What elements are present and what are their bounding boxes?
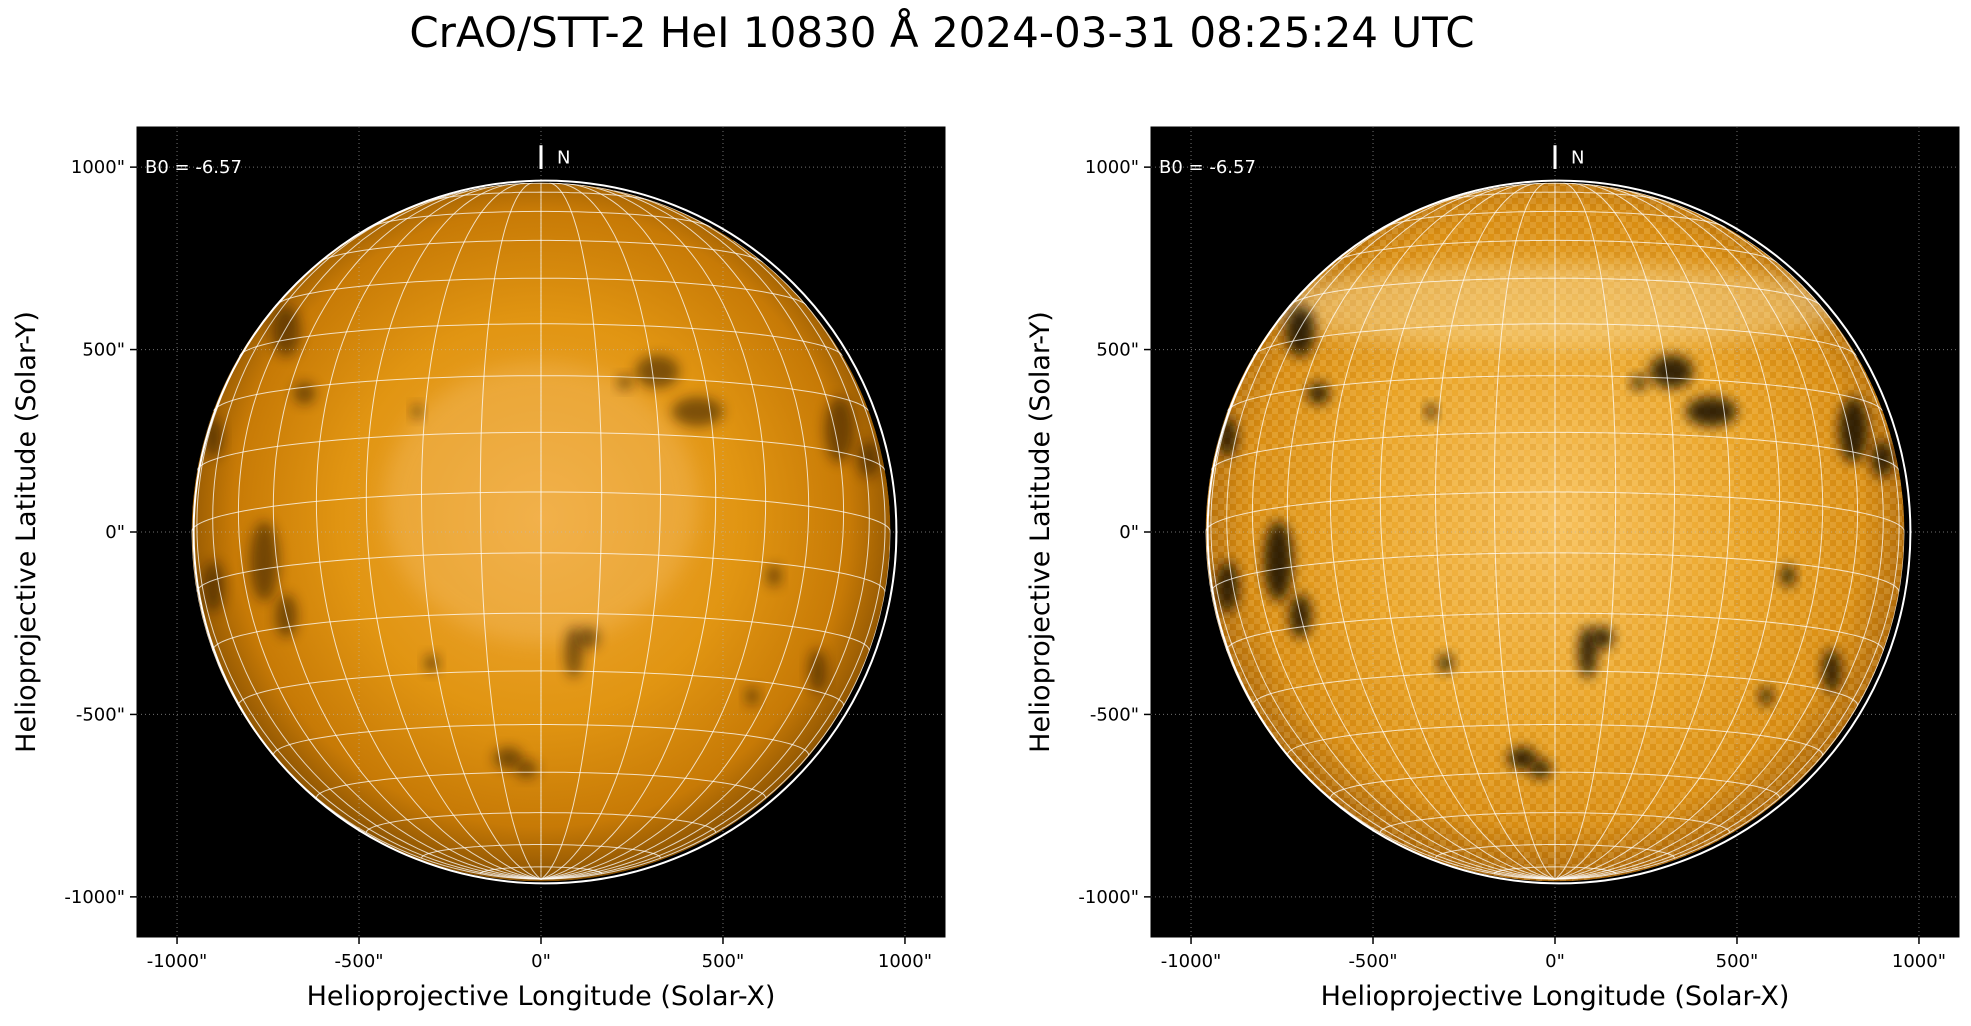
longitude-line <box>540 182 662 880</box>
filament-1 <box>293 382 316 405</box>
filament-3 <box>635 355 680 388</box>
longitude-line <box>540 531 891 880</box>
filament-16 <box>766 564 782 587</box>
filament-12 <box>515 760 538 779</box>
longitude-line <box>1226 200 1556 880</box>
filament-13 <box>202 561 225 613</box>
limb-outline <box>1206 179 1912 885</box>
longitude-line <box>540 239 886 880</box>
y-tick-label: -1000" <box>64 887 125 908</box>
north-label: N <box>1571 147 1584 168</box>
longitude-line <box>540 189 845 880</box>
longitude-line <box>1554 200 1884 880</box>
filament-18 <box>1631 375 1646 390</box>
longitude-line <box>540 200 870 880</box>
longitude-line <box>479 182 542 880</box>
filament-10 <box>1591 626 1614 649</box>
longitude-line <box>540 184 767 880</box>
longitude-line <box>1554 189 1859 880</box>
longitude-line <box>272 186 542 880</box>
filament-16 <box>1780 564 1796 587</box>
filament-10 <box>577 626 600 649</box>
filament-11 <box>1507 747 1537 770</box>
y-tick-label: 500" <box>82 340 125 361</box>
x-tick-label: -500" <box>334 951 383 972</box>
longitude-line <box>1554 182 1676 880</box>
filament-17 <box>411 404 423 419</box>
x-tick-label: -500" <box>1348 951 1397 972</box>
y-axis-title: Helioprojective Latitude (Solar-Y) <box>11 311 42 753</box>
longitude-line <box>1379 182 1556 880</box>
y-tick-label: 500" <box>1096 340 1139 361</box>
longitude-line <box>1554 186 1824 880</box>
x-tick-label: 500" <box>702 951 745 972</box>
y-tick-label: 0" <box>1119 522 1139 543</box>
x-tick-label: 0" <box>531 951 551 972</box>
b0-label: B0 = -6.57 <box>145 157 242 178</box>
filament-5 <box>1838 397 1869 463</box>
filament-0 <box>1285 305 1315 357</box>
x-tick-label: 1000" <box>1892 951 1946 972</box>
filament-18 <box>617 375 632 390</box>
y-tick-label: 1000" <box>71 157 125 178</box>
longitude-line <box>1493 182 1556 880</box>
longitude-line <box>1329 184 1556 880</box>
panel-left: N B0 = -6.57 -1000" 1000" -500" 500" 0" 0" 500" -… <box>11 126 946 1012</box>
longitude-line <box>1554 182 1731 880</box>
filament-4 <box>672 397 723 427</box>
filament-11 <box>493 747 523 770</box>
filament-19 <box>745 687 759 706</box>
y-axis-title: Helioprojective Latitude (Solar-Y) <box>1025 311 1056 753</box>
longitude-line <box>1554 182 1617 880</box>
figure-title: CrAO/STT-2 HeI 10830 Å 2024-03-31 08:25:… <box>409 8 1475 57</box>
longitude-line <box>540 186 810 880</box>
y-tick-label: -500" <box>76 704 125 725</box>
y-tick-label: 1000" <box>1085 157 1139 178</box>
filament-19 <box>1759 687 1773 706</box>
longitude-line <box>540 182 603 880</box>
x-axis-title: Helioprojective Longitude (Solar-X) <box>307 981 776 1012</box>
longitude-line <box>1286 186 1556 880</box>
filament-17 <box>1425 404 1437 419</box>
longitude-line <box>212 200 542 880</box>
limb-outline <box>192 179 898 885</box>
x-tick-label: 0" <box>1545 951 1565 972</box>
longitude-line <box>365 182 542 880</box>
y-tick-label: -1000" <box>1078 887 1139 908</box>
filament-12 <box>1529 760 1552 779</box>
x-tick-label: 1000" <box>878 951 932 972</box>
longitude-line <box>540 182 717 880</box>
longitude-line <box>315 184 542 880</box>
heliographic-grid <box>1205 182 1905 880</box>
longitude-line <box>420 182 542 880</box>
filament-5 <box>824 397 855 463</box>
y-tick-label: -500" <box>1090 704 1139 725</box>
x-axis-title: Helioprojective Longitude (Solar-X) <box>1321 981 1790 1012</box>
filament-4 <box>1686 397 1737 427</box>
north-label: N <box>557 147 570 168</box>
b0-label: B0 = -6.57 <box>1159 157 1256 178</box>
filament-13 <box>1216 561 1239 613</box>
filament-1 <box>1307 382 1330 405</box>
x-tick-label: -1000" <box>1161 951 1222 972</box>
x-tick-label: 500" <box>1716 951 1759 972</box>
filament-0 <box>271 305 301 357</box>
filament-14 <box>1822 648 1841 693</box>
longitude-line <box>1554 531 1905 880</box>
x-tick-label: -1000" <box>147 951 208 972</box>
filament-7 <box>1263 521 1293 602</box>
filament-7 <box>249 521 279 602</box>
panel-right: N B0 = -6.57 -1000" 1000" -500" 500" 0" 0" 500" -… <box>1025 126 1960 1012</box>
longitude-line <box>1434 182 1556 880</box>
filament-3 <box>1649 355 1694 388</box>
filament-14 <box>808 648 827 693</box>
y-tick-label: 0" <box>105 522 125 543</box>
longitude-line <box>1554 239 1900 880</box>
longitude-line <box>1554 184 1781 880</box>
longitude-line <box>1251 189 1556 880</box>
longitude-line <box>237 189 542 880</box>
